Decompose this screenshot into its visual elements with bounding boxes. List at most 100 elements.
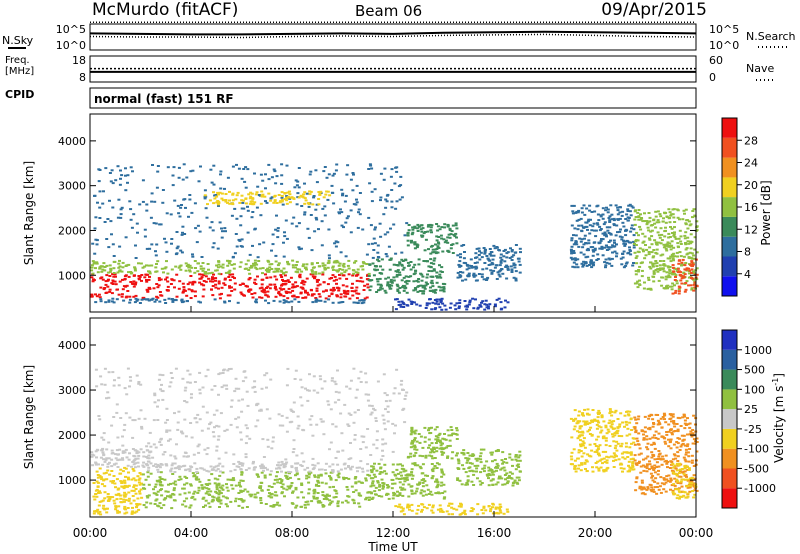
band-8-cell xyxy=(137,382,141,385)
band-8-cell xyxy=(198,388,202,391)
band-4-cell xyxy=(419,467,423,470)
band-0-cell xyxy=(313,277,316,280)
band-11-cell xyxy=(690,264,694,267)
band-2-cell xyxy=(243,488,247,491)
band-0-cell xyxy=(123,491,127,494)
band-1-cell xyxy=(342,262,346,265)
band-8-cell xyxy=(283,198,287,201)
band-10-cell xyxy=(693,486,697,489)
band-7-cell xyxy=(197,180,201,183)
band-9-cell xyxy=(599,239,603,242)
band-6-cell xyxy=(488,303,492,306)
band-10-cell xyxy=(687,220,691,223)
band-2-cell xyxy=(224,503,228,506)
band-7-cell xyxy=(224,230,227,233)
band-11-cell xyxy=(693,281,697,284)
band-10-cell xyxy=(641,241,645,244)
band-10-cell xyxy=(643,415,647,418)
band-9-cell xyxy=(598,241,602,244)
band-9-cell xyxy=(582,452,586,455)
band-0-cell xyxy=(291,283,295,286)
band-3-cell xyxy=(438,273,442,276)
band-2-cell xyxy=(107,300,111,303)
band-2-cell xyxy=(273,494,277,497)
band-7-cell xyxy=(315,203,319,206)
band-7-cell xyxy=(269,197,273,200)
band-0-cell xyxy=(305,277,309,280)
band-10-cell xyxy=(640,429,644,432)
band-6-cell xyxy=(462,467,466,470)
band-7-cell xyxy=(185,176,189,179)
band-7-cell xyxy=(476,513,480,516)
band-1-cell xyxy=(115,449,119,452)
band-10-cell xyxy=(672,246,676,249)
band-8-cell xyxy=(401,408,405,411)
band-10-cell xyxy=(668,257,672,260)
band-9-cell xyxy=(595,259,599,261)
band-4-cell xyxy=(392,494,396,497)
band-8-cell xyxy=(161,374,165,377)
band-6-cell xyxy=(496,466,500,469)
band-4-cell xyxy=(413,462,417,465)
band-1-cell xyxy=(174,265,178,268)
band-2-cell xyxy=(208,482,212,485)
band-2-cell xyxy=(330,500,334,503)
band-10-cell xyxy=(647,287,651,290)
band-8-cell xyxy=(92,454,96,457)
band-7-cell xyxy=(191,169,195,172)
band-3-cell xyxy=(421,275,425,278)
band-5-cell xyxy=(505,256,509,259)
band-1-cell xyxy=(354,271,358,274)
band-6-cell xyxy=(505,482,509,485)
band-4-cell xyxy=(435,239,439,242)
band-10-cell xyxy=(692,254,696,257)
band-7-cell xyxy=(175,247,179,250)
band-1-cell xyxy=(91,272,95,275)
band-8-cell xyxy=(386,410,390,413)
band-0-cell xyxy=(121,288,125,291)
band-3-cell xyxy=(376,258,379,261)
band-7-cell xyxy=(180,251,184,254)
band-8-cell xyxy=(161,390,165,393)
band-7-cell xyxy=(276,229,280,232)
band-10-cell xyxy=(654,215,658,218)
band-2-cell xyxy=(259,499,263,502)
band-10-cell xyxy=(658,236,662,239)
band-2-cell xyxy=(246,490,250,493)
band-4-cell xyxy=(432,251,436,254)
band-6-cell xyxy=(478,304,482,307)
band-0-cell xyxy=(104,283,108,286)
band-9-cell xyxy=(603,469,607,472)
band-3-cell xyxy=(413,272,417,275)
band-10-cell xyxy=(670,431,674,434)
band-4-cell xyxy=(420,489,424,492)
band-5-cell xyxy=(481,268,485,271)
band-4-cell xyxy=(391,471,395,474)
band-10-cell xyxy=(684,208,688,211)
band-8-cell xyxy=(402,407,406,410)
band-7-cell xyxy=(191,255,195,258)
band-10-cell xyxy=(689,432,693,435)
band-7-cell xyxy=(116,165,120,168)
band-7-cell xyxy=(188,194,192,196)
band-1-cell xyxy=(103,460,107,463)
band-10-cell xyxy=(652,469,656,471)
band-7-cell xyxy=(480,509,484,511)
band-1-cell xyxy=(301,265,305,268)
noise-ytick-right-bottom: 10^0 xyxy=(709,39,739,52)
band-4-cell xyxy=(407,495,411,498)
band-7-cell xyxy=(256,256,260,259)
band-9-cell xyxy=(629,458,633,461)
band-1-cell xyxy=(216,266,220,269)
band-10-cell xyxy=(650,235,654,238)
band-3-cell xyxy=(435,271,439,274)
band-1-cell xyxy=(214,269,218,272)
band-10-cell xyxy=(668,242,672,245)
band-6-cell xyxy=(499,308,503,311)
band-8-cell xyxy=(333,401,337,404)
band-0-cell xyxy=(285,292,289,294)
band-2-cell xyxy=(177,478,181,481)
band-6-cell xyxy=(399,303,403,306)
band-5-cell xyxy=(497,270,501,273)
band-0-cell xyxy=(365,296,369,299)
